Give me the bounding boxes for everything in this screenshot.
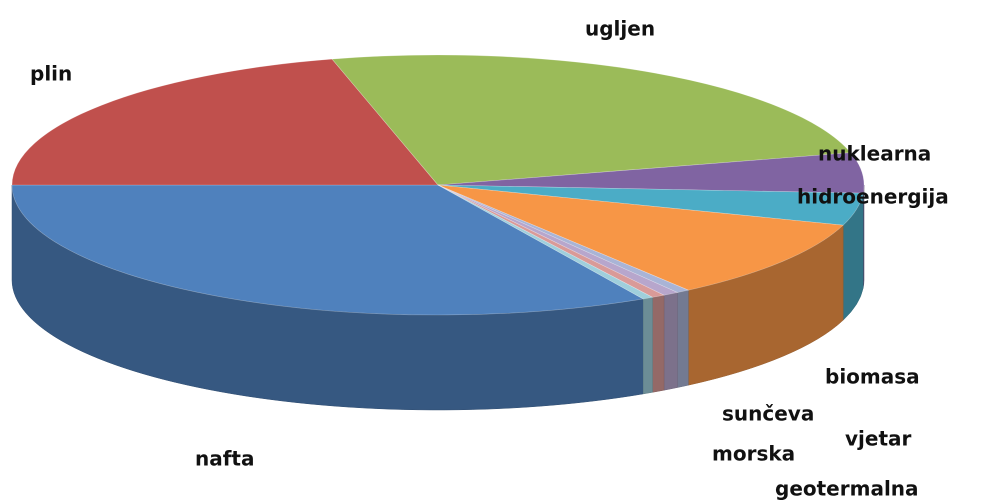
slice (331, 54, 852, 186)
slice-label: nuklearna (818, 142, 931, 166)
slice-label: plin (30, 62, 72, 86)
slice-side (677, 289, 689, 388)
slice (437, 184, 679, 296)
slice (437, 152, 865, 194)
slice-side (652, 294, 665, 393)
slice-label: geotermalna (775, 477, 919, 501)
slice (437, 184, 654, 300)
slice-label: biomasa (825, 365, 920, 389)
slice-label: vjetar (845, 427, 912, 451)
slice (437, 184, 690, 293)
slice-label: morska (712, 442, 795, 466)
slice-label: hidroenergija (797, 185, 949, 209)
slice-label: nafta (195, 447, 255, 471)
slice-label: ugljen (585, 17, 655, 41)
slice (11, 184, 645, 316)
labels: nafta plin ugljen nuklearna hidroenergija bio… (30, 17, 949, 501)
pie-tops (11, 54, 865, 316)
slice (11, 58, 439, 186)
slice-label: sunčeva (722, 402, 814, 426)
slice (437, 184, 665, 298)
slice (437, 184, 864, 226)
pie-sides (11, 184, 865, 411)
slice-side (642, 297, 653, 395)
slice (437, 184, 844, 291)
slice-side (663, 292, 678, 391)
